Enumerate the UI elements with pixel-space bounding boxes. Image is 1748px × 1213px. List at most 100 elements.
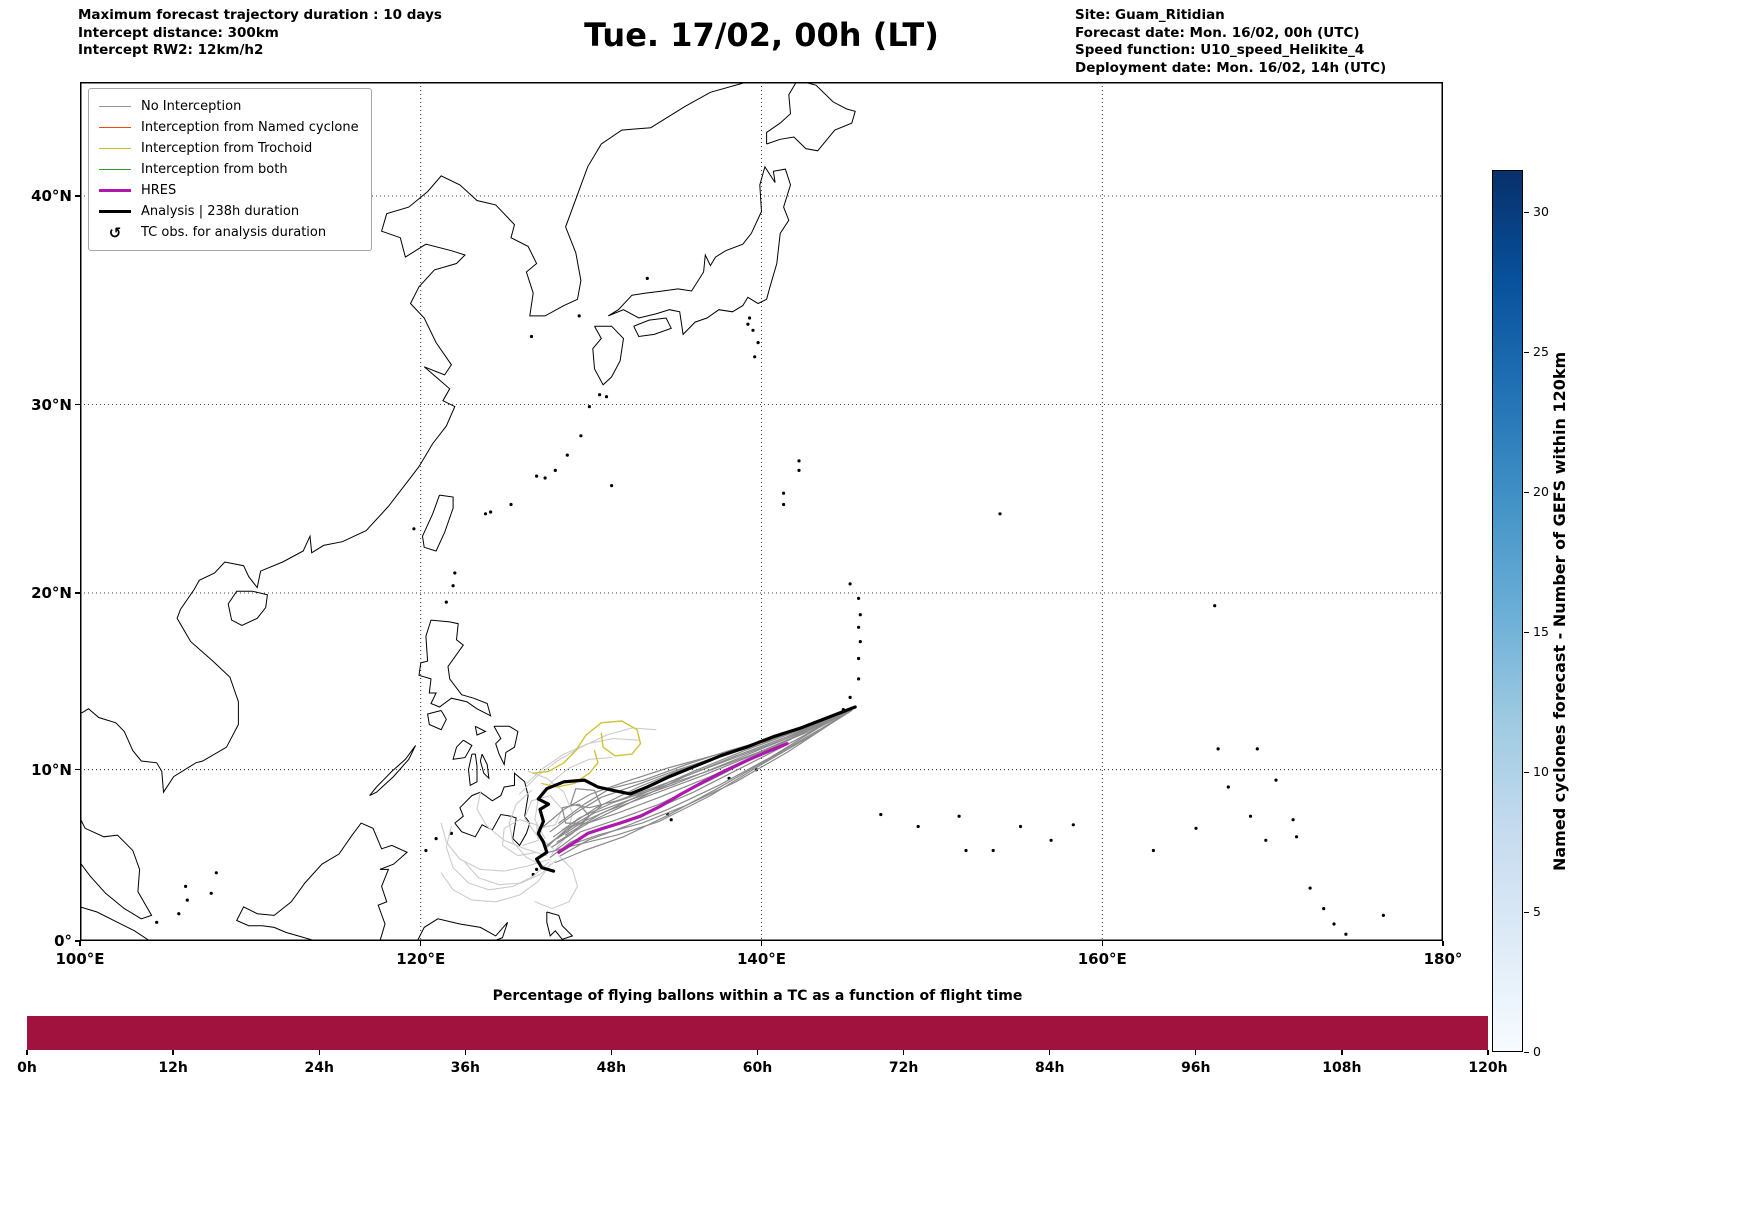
- time-tick-mark: [1341, 1050, 1343, 1055]
- lon-tick-label: 160°E: [1077, 950, 1127, 968]
- legend-line-sample: [99, 126, 131, 129]
- legend-line: [99, 209, 131, 214]
- legend-item: HRES: [99, 180, 359, 201]
- colorbar-tick-label: 10: [1533, 764, 1549, 779]
- time-tick-label: 84h: [1034, 1060, 1065, 1076]
- time-tick-label: 72h: [888, 1060, 919, 1076]
- time-tick-label: 96h: [1181, 1060, 1211, 1076]
- time-tick-mark: [756, 1050, 759, 1055]
- legend-item: No Interception: [99, 96, 359, 117]
- coastlines: [80, 82, 856, 941]
- intercept-distance-line: Intercept distance: 300km: [78, 24, 279, 41]
- time-tick-mark: [610, 1050, 613, 1055]
- legend-item: Interception from Named cyclone: [99, 117, 359, 138]
- colorbar-tick-mark: [1524, 911, 1529, 913]
- time-tick-label: 48h: [596, 1060, 627, 1076]
- time-tick-mark: [1049, 1050, 1051, 1055]
- map-legend: No Interception Interception from Named c…: [88, 88, 372, 251]
- legend-line-sample: [99, 168, 131, 171]
- colorbar-gradient: [1492, 170, 1523, 1052]
- time-tick-mark: [26, 1050, 28, 1055]
- lat-tick-label: 30°N: [31, 395, 72, 414]
- forecast-date-line: Forecast date: Mon. 16/02, 00h (UTC): [1075, 24, 1360, 41]
- legend-line-sample: [99, 147, 131, 150]
- colorbar-tick-mark: [1524, 771, 1529, 773]
- map-layers: [80, 82, 1443, 941]
- colorbar-ticks: 0 5 10 15 20 25 30: [1492, 170, 1572, 1059]
- balloon-percentage-chart: Percentage of flying ballons within a TC…: [17, 988, 1507, 1098]
- lon-tick-label: 100°E: [55, 950, 105, 968]
- legend-item-label: Interception from both: [141, 162, 288, 177]
- intercept-rw2-line: Intercept RW2: 12km/h2: [78, 42, 264, 58]
- legend-line-sample: [99, 105, 131, 108]
- legend-item: Interception from both: [99, 159, 359, 180]
- legend-line: [99, 147, 131, 150]
- legend-line: [99, 188, 131, 193]
- colorbar-tick-mark: [1524, 351, 1529, 353]
- colorbar-tick-mark: [1524, 491, 1529, 493]
- map-plot: [80, 82, 1443, 941]
- legend-item: Analysis | 238h duration: [99, 201, 359, 222]
- trajectories-hres: [557, 742, 789, 854]
- legend-line-sample: [99, 188, 131, 193]
- colorbar-label: Named cyclones forecast - Number of GEFS…: [1550, 351, 1569, 871]
- time-tick-mark: [172, 1050, 174, 1055]
- colorbar-tick-label: 5: [1533, 904, 1541, 919]
- lat-tick-label: 10°N: [31, 760, 72, 779]
- deployment-date-line: Deployment date: Mon. 16/02, 14h (UTC): [1075, 59, 1387, 76]
- lon-tick-label: 140°E: [736, 950, 787, 968]
- colorbar-tick-label: 15: [1533, 624, 1549, 639]
- figure-title: Tue. 17/02, 00h (LT): [584, 16, 939, 54]
- trajectories-analysis: [535, 705, 857, 873]
- lon-tick-mark: [1101, 941, 1103, 946]
- lon-tick-mark: [420, 941, 422, 946]
- run-config-block: Maximum forecast trajectory duration : 1…: [78, 7, 442, 60]
- legend-item-label: No Interception: [141, 99, 242, 114]
- lon-tick-label: 180°: [1423, 950, 1463, 968]
- time-tick-label: 108h: [1322, 1060, 1362, 1076]
- time-tick-mark: [318, 1050, 320, 1055]
- lon-tick-label: 120°E: [396, 950, 446, 968]
- lat-tick-label: 20°N: [31, 583, 72, 602]
- legend-line: [99, 105, 131, 108]
- trajectories-trochoid-interception: [532, 720, 642, 788]
- lon-tick-mark: [79, 941, 81, 946]
- legend-line: [99, 126, 131, 129]
- legend-item-label: Interception from Trochoid: [141, 141, 313, 156]
- colorbar-tick-label: 20: [1533, 484, 1549, 499]
- max-duration-line: Maximum forecast trajectory duration : 1…: [78, 7, 442, 23]
- legend-item-label: Analysis | 238h duration: [141, 204, 300, 219]
- island-dots: [155, 276, 1385, 936]
- balloon-percentage-bar: [27, 1016, 1488, 1050]
- time-tick-mark: [464, 1050, 466, 1055]
- time-tick-label: 60h: [742, 1060, 773, 1076]
- colorbar-tick-mark: [1524, 211, 1529, 213]
- legend-line-sample: [99, 209, 131, 214]
- time-tick-label: 24h: [304, 1060, 334, 1076]
- legend-item: Interception from Trochoid: [99, 138, 359, 159]
- time-tick-label: 120h: [1468, 1060, 1508, 1076]
- site-line: Site: Guam_Ritidian: [1075, 7, 1225, 23]
- colorbar-tick-label: 25: [1533, 344, 1549, 359]
- time-tick-mark: [902, 1050, 905, 1055]
- colorbar: 0 5 10 15 20 25 30 Named cyclones forecast - N…: [1492, 170, 1632, 1059]
- lat-tick-label: 40°N: [31, 187, 72, 206]
- time-tick-label: 0h: [17, 1060, 37, 1076]
- lat-tick-label: 0°: [54, 932, 72, 950]
- time-tick-mark: [1195, 1050, 1197, 1055]
- colorbar-tick-mark: [1524, 1051, 1529, 1053]
- legend-item-label: Interception from Named cyclone: [141, 120, 359, 135]
- legend-line: [99, 168, 131, 171]
- legend-item-label: TC obs. for analysis duration: [141, 225, 327, 240]
- colorbar-tick-label: 0: [1533, 1044, 1541, 1059]
- time-tick-label: 12h: [158, 1060, 188, 1076]
- map-frame: [80, 82, 1443, 941]
- time-tick-label: 36h: [450, 1060, 481, 1076]
- speed-function-line: Speed function: U10_speed_Helikite_4: [1075, 42, 1365, 58]
- legend-item-label: HRES: [141, 183, 177, 198]
- colorbar-tick-label: 30: [1533, 204, 1549, 219]
- colorbar-tick-mark: [1524, 631, 1529, 633]
- site-info-block: Site: Guam_Ritidian Forecast date: Mon. …: [1075, 7, 1386, 77]
- lon-tick-mark: [1442, 941, 1444, 946]
